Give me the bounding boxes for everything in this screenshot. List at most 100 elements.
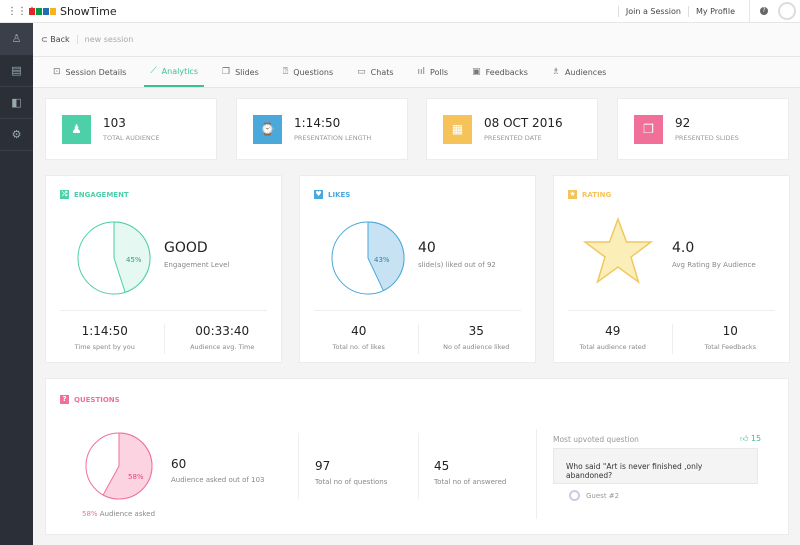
card-title: LIKES [328,190,351,199]
help-icon[interactable]: ? [760,7,768,15]
tab-label: Slides [235,67,259,77]
engagement-card: ⤮ ENGAGEMENT 45% GOOD Engagement Level 1:… [45,175,282,363]
back-label: Back [50,35,70,44]
total-questions-label: Total no of questions [315,478,388,486]
time-spent-label: Time spent by you [74,343,135,351]
card-title: ENGAGEMENT [74,190,129,199]
rated-label: Total audience rated [579,343,646,351]
tab-audiences[interactable]: ♗ Audiences [546,57,612,87]
likes-value: 40 [418,240,436,256]
audience-asked-label: Audience asked out of 103 [171,476,265,484]
avatar[interactable] [778,2,796,20]
tab-bar: ⊡ Session Details ⟋ Analytics ❐ Slides ⍰ Que… [33,57,800,88]
stat-presented-slides: ❐ 92 PRESENTED SLIDES [617,98,789,160]
calendar-icon: ▦ [443,114,472,144]
stat-value: 92 [675,116,691,130]
tab-label: Questions [293,67,334,77]
likes-sub: slide(s) liked out of 92 [418,261,496,269]
tab-chats[interactable]: ▭ Chats [351,57,399,87]
bar-chart-icon: ııl [417,67,426,77]
sidebar-settings-icon[interactable]: ⚙ [0,119,33,151]
sidebar: ♙ ▤ ◧ ⚙ [0,23,33,545]
audience-icon: ♟ [62,114,91,144]
pie-slice [102,432,153,500]
card-title: QUESTIONS [74,395,120,404]
avg-time-label: Audience avg. Time [190,343,255,351]
likes-pie: 43% [331,221,405,295]
chat-icon: ▭ [357,67,366,77]
logo[interactable]: ShowTime [29,5,117,18]
stat-label: PRESENTATION LENGTH [294,134,372,142]
pie-slice [367,221,405,292]
upvoted-label: Most upvoted question [553,435,639,444]
tab-label: Polls [430,67,449,77]
likes-card: ♥ LIKES 43% 40 slide(s) liked out of 92 4… [299,175,536,363]
questions-card: ? QUESTIONS 58% 58% Audience asked 60 Audi… [45,378,789,535]
engagement-level-label: Engagement Level [164,261,230,269]
stat-total-audience: ♟ 103 TOTAL AUDIENCE [45,98,217,160]
avg-time-value: 00:33:40 [195,324,250,338]
question-author: Guest #2 [569,490,619,501]
join-session-link[interactable]: Join a Session [617,5,688,17]
tab-questions[interactable]: ⍰ Questions [277,57,339,87]
pie-label: 45% [126,256,142,264]
back-button[interactable]: ⊂ Back [41,35,70,44]
rating-sub: Avg Rating By Audience [672,261,756,269]
question-icon: ⍰ [282,67,289,77]
breadcrumb: ⊂ Back new session [33,23,800,57]
slides-icon: ❐ [634,114,663,144]
top-bar: ⋮⋮⋮ ShowTime Join a Session My Profile ? [0,0,800,23]
tab-analytics[interactable]: ⟋ Analytics [144,57,204,87]
asked-caption: 58% Audience asked [82,510,155,518]
audience-liked-value: 35 [468,324,484,338]
audience-icon: ♗ [551,67,560,77]
watch-icon: ⌚ [253,114,282,144]
tab-polls[interactable]: ııl Polls [412,57,455,87]
stat-presentation-length: ⌚ 1:14:50 PRESENTATION LENGTH [236,98,408,160]
tab-session-details[interactable]: ⊡ Session Details [47,57,132,87]
feedback-icon: ▣ [472,67,481,77]
rated-value: 49 [605,324,621,338]
tab-label: Session Details [65,67,127,77]
tab-label: Feedbacks [485,67,528,77]
rating-value: 4.0 [672,240,695,256]
apps-grid-icon[interactable]: ⋮⋮⋮ [7,5,37,17]
total-questions-value: 97 [315,459,331,473]
audience-liked-label: No of audience liked [443,343,510,351]
author-name: Guest #2 [586,491,620,500]
card-title: RATING [582,190,612,199]
total-likes-value: 40 [351,324,367,338]
guest-avatar [569,490,580,501]
tab-label: Audiences [564,67,607,77]
upvote-count: 👍︎ 15 [740,434,761,444]
my-profile-link[interactable]: My Profile [687,5,742,17]
rating-star-icon [582,216,654,284]
answered-value: 45 [434,459,450,473]
stat-presented-date: ▦ 08 OCT 2016 PRESENTED DATE [426,98,598,160]
tab-slides[interactable]: ❐ Slides [216,57,265,87]
stat-value: 103 [103,116,126,130]
feedbacks-value: 10 [722,324,738,338]
pie-slice [113,221,151,293]
session-name: new session [76,35,133,44]
sidebar-slides-icon[interactable]: ◧ [0,87,33,119]
question-bubble: Who said "Art is never finished ,only ab… [553,448,758,484]
brand-name: ShowTime [60,4,117,18]
feedbacks-label: Total Feedbacks [704,343,757,351]
stat-label: PRESENTED SLIDES [675,134,739,142]
rating-card: ★ RATING 4.0 Avg Rating By Audience 49 Tot… [553,175,790,363]
questions-pie: 58% [85,432,153,500]
question-badge-icon: ? [60,395,69,404]
sidebar-audience-icon[interactable]: ♙ [0,23,33,55]
line-chart-icon: ⟋ [150,66,157,76]
asked-text: Audience asked [99,510,156,518]
time-spent-value: 1:14:50 [81,324,128,338]
tab-feedbacks[interactable]: ▣ Feedbacks [466,57,534,87]
stat-value: 08 OCT 2016 [484,116,563,130]
stat-label: PRESENTED DATE [484,134,542,142]
stat-label: TOTAL AUDIENCE [103,134,160,142]
star-badge-icon: ★ [568,190,577,199]
sidebar-notes-icon[interactable]: ▤ [0,55,33,87]
total-likes-label: Total no. of likes [332,343,385,351]
heart-icon: ♥ [314,190,323,199]
